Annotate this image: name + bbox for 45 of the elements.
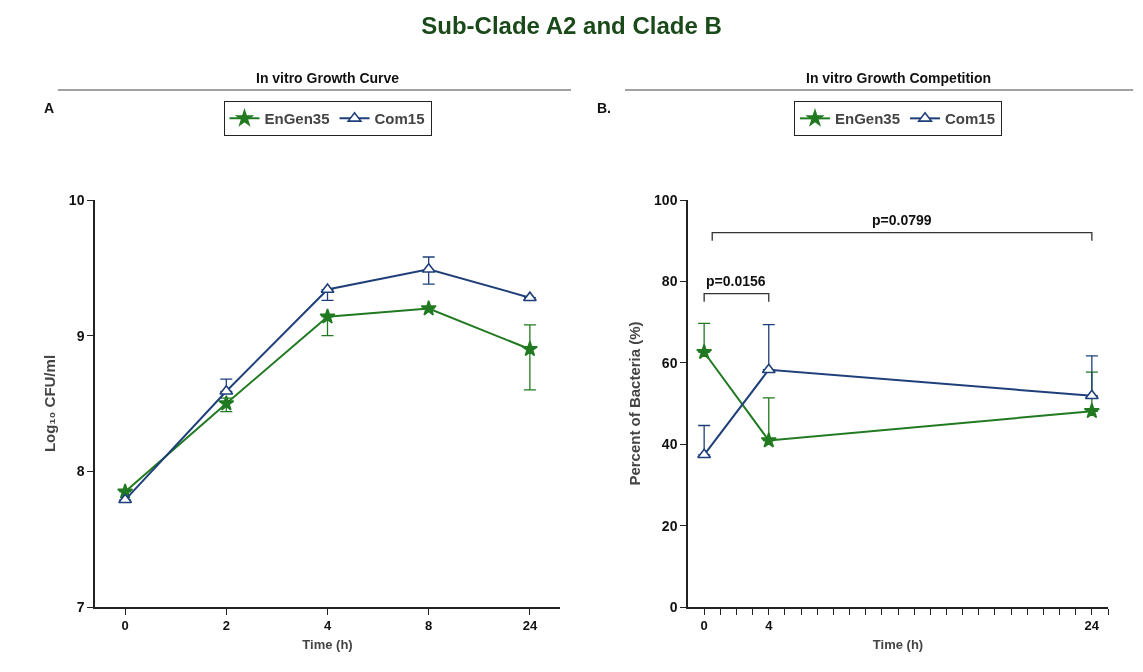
point xyxy=(1084,389,1099,400)
y-axis-title: Percent of Bacteria (%) xyxy=(625,321,643,486)
y-tick-label: 8 xyxy=(76,463,85,480)
chart-subtitle: In vitro Growth Curve xyxy=(256,70,400,86)
point xyxy=(521,340,538,357)
x-tick-label: 0 xyxy=(121,618,129,634)
y-tick-label: 0 xyxy=(669,598,678,615)
y-tick-label: 100 xyxy=(654,191,678,208)
point xyxy=(219,384,234,395)
point xyxy=(319,308,336,324)
text: A xyxy=(44,100,55,116)
y-tick-label: 20 xyxy=(661,517,678,534)
chart-title: In vitro Growth Competition xyxy=(806,70,992,86)
point xyxy=(760,432,777,448)
x-axis-title: Time (h) xyxy=(302,637,353,653)
y-tick-label: 9 xyxy=(76,327,85,344)
point xyxy=(421,262,436,273)
y-axis-title: Log₁₀ CFU/ml xyxy=(40,354,58,453)
chart-title: Sub-Clade A2 and Clade B xyxy=(420,12,723,40)
point xyxy=(420,300,437,316)
point xyxy=(320,283,335,294)
y-tick-label: 10 xyxy=(68,191,85,208)
x-tick-label: 4 xyxy=(765,618,774,634)
legend-label: Com15 xyxy=(945,110,996,128)
x-tick-label: 8 xyxy=(425,618,433,634)
y-tick-label: 60 xyxy=(661,354,678,371)
annotation: p=0.0156 xyxy=(706,273,766,289)
point xyxy=(761,363,776,374)
point xyxy=(697,448,712,459)
y-tick-label: 80 xyxy=(661,273,678,290)
x-tick-label: 4 xyxy=(323,618,332,634)
point xyxy=(696,343,713,360)
annotation: p=0.0799 xyxy=(872,212,932,228)
y-tick-label: 7 xyxy=(76,598,85,615)
x-tick-label: 0 xyxy=(700,618,708,634)
x-tick-label: 2 xyxy=(222,618,230,634)
x-axis-title: Time (h) xyxy=(872,637,924,653)
y-tick-label: 40 xyxy=(661,436,678,453)
x-tick-label: 24 xyxy=(522,618,538,634)
legend-label: EnGen35 xyxy=(835,110,901,128)
point xyxy=(1083,402,1100,419)
x-tick-label: 24 xyxy=(1084,618,1100,634)
legend-label: Com15 xyxy=(374,110,425,128)
text: B. xyxy=(597,100,611,116)
legend-label: EnGen35 xyxy=(264,110,330,128)
